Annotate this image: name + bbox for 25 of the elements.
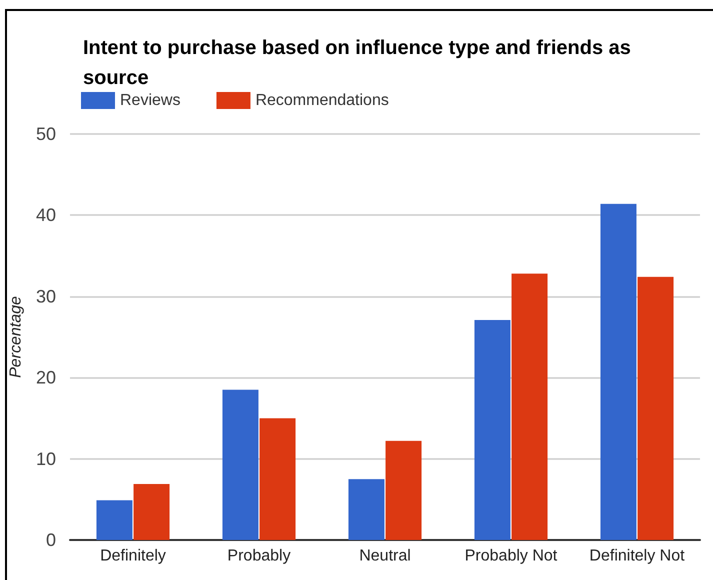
bar <box>134 484 170 540</box>
bar <box>386 440 422 540</box>
y-tick-label: 50 <box>36 124 56 144</box>
x-tick-label: Definitely Not <box>589 548 686 564</box>
bar <box>348 479 384 540</box>
y-tick-label: 10 <box>36 448 56 469</box>
x-tick-label: Probably <box>227 548 291 564</box>
bar <box>600 204 636 540</box>
bar <box>222 390 258 540</box>
bar <box>474 320 510 540</box>
y-tick-label: 30 <box>36 286 56 306</box>
bar <box>96 500 132 540</box>
chart-title: Intent to purchase based on influence type and friends as source <box>83 37 636 89</box>
y-tick-label: 20 <box>36 368 56 388</box>
legend-label: Reviews <box>120 92 180 109</box>
bar <box>638 276 674 540</box>
bar <box>260 418 296 540</box>
x-tick-label: Probably Not <box>464 548 558 564</box>
x-tick-label: Neutral <box>359 548 411 564</box>
legend-label: Recommendations <box>255 92 389 109</box>
x-tick-label: Definitely <box>100 548 166 564</box>
y-tick-label: 40 <box>36 205 56 226</box>
y-axis-title: Percentage <box>8 296 24 378</box>
y-tick-label: 0 <box>46 530 56 550</box>
bar <box>512 274 548 540</box>
